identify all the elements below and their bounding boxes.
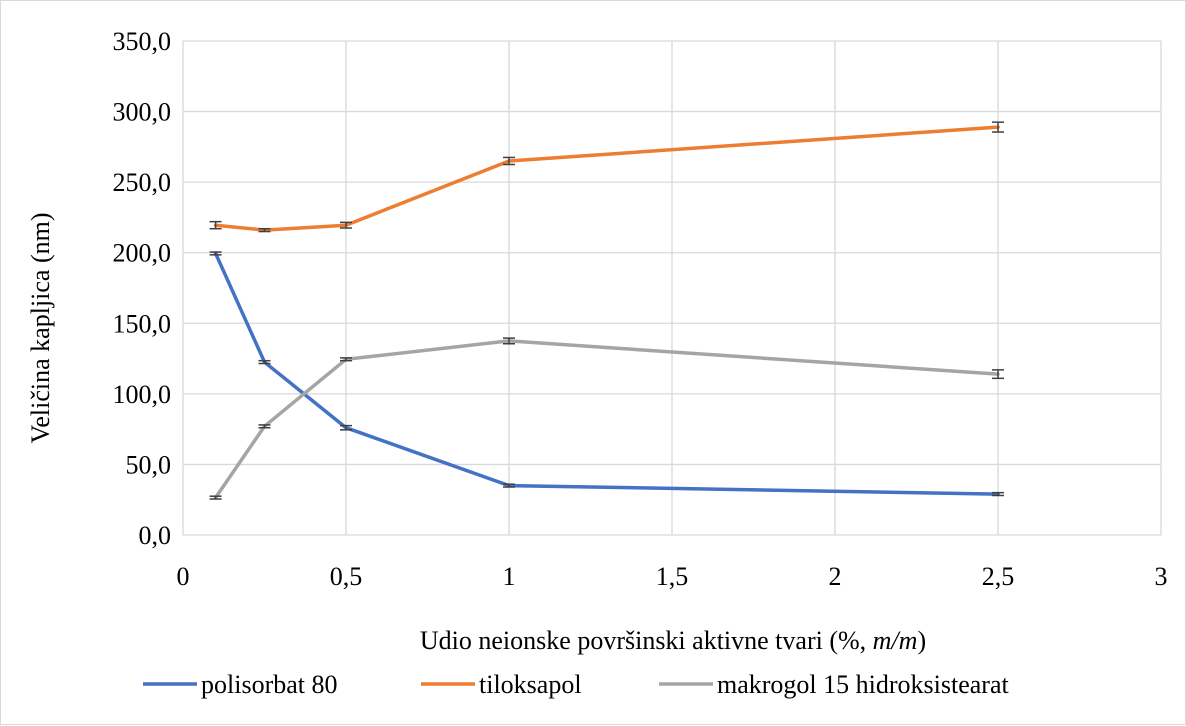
error-bar: [209, 495, 222, 500]
y-tick-label: 150,0: [113, 309, 172, 338]
series-line: [213, 125, 1000, 232]
error-bar: [340, 221, 352, 229]
error-bar: [503, 156, 515, 166]
x-axis-title-italic: m/m: [873, 626, 918, 655]
legend-label: polisorbat 80: [201, 670, 338, 699]
series-line: [213, 251, 1000, 496]
y-tick-label: 50,0: [126, 450, 172, 479]
x-tick-label: 1,5: [656, 562, 689, 591]
legend-item: tiloksapol: [421, 670, 582, 699]
legend-item: makrogol 15 hidroksistearat: [659, 670, 1009, 699]
legend: polisorbat 80 tiloksapol makrogol 15 hidro…: [143, 670, 1009, 699]
y-axis-title: Veličina kapljica (nm): [26, 212, 55, 443]
x-axis-title: Udio neionske površinski aktivne tvari (…: [420, 626, 926, 655]
series-group: [209, 121, 1004, 233]
y-tick-label: 0,0: [139, 521, 172, 550]
legend-label: tiloksapol: [479, 670, 582, 699]
error-bar: [258, 424, 271, 429]
y-tick-label: 200,0: [113, 239, 172, 268]
error-bar: [340, 424, 352, 431]
x-tick-label: 2: [829, 562, 842, 591]
x-axis-title-suffix: ): [917, 626, 926, 655]
series-group: [209, 337, 1004, 500]
tick-labels: 0,0 50,0 100,0 150,0 200,0 250,0 300,0 350,0 0 0,…: [113, 27, 1168, 591]
x-tick-label: 2,5: [982, 562, 1015, 591]
error-bar: [992, 369, 1004, 380]
legend-item: polisorbat 80: [143, 670, 338, 699]
y-tick-label: 250,0: [113, 168, 172, 197]
series-layer: [209, 121, 1004, 500]
error-bar: [209, 251, 222, 256]
error-bar: [992, 121, 1004, 133]
error-bar: [503, 337, 515, 345]
error-bar: [992, 491, 1004, 497]
legend-label: makrogol 15 hidroksistearat: [717, 670, 1009, 699]
y-tick-label: 100,0: [113, 380, 172, 409]
x-axis-title-main: Udio neionske površinski aktivne tvari (…: [420, 626, 873, 655]
error-bar: [340, 357, 352, 362]
error-bar: [258, 227, 271, 233]
y-tick-label: 300,0: [113, 98, 172, 127]
y-tick-label: 350,0: [113, 27, 172, 56]
error-bar: [503, 483, 515, 488]
x-tick-label: 1: [503, 562, 516, 591]
x-tick-label: 0: [177, 562, 190, 591]
grid: [182, 40, 1162, 536]
error-bar: [209, 220, 222, 230]
series-group: [209, 251, 1004, 497]
error-bar: [258, 359, 271, 365]
x-tick-label: 3: [1155, 562, 1168, 591]
x-tick-label: 0,5: [330, 562, 363, 591]
